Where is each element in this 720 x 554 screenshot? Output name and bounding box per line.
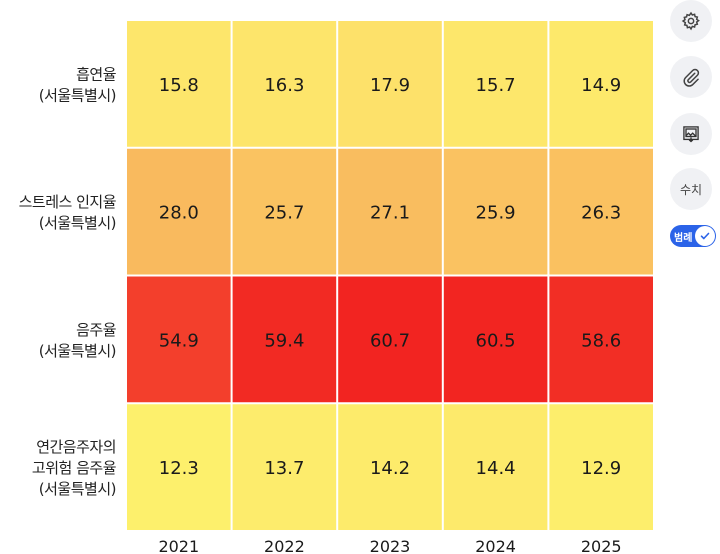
heatmap-cell[interactable] (443, 21, 548, 147)
row-label-line: (서울특별시) (39, 342, 116, 360)
cell-value-label: 60.5 (476, 330, 516, 351)
heatmap-cell[interactable] (338, 404, 442, 530)
row-label-line: 흡연율 (76, 65, 116, 83)
cell-value-label: 12.3 (159, 458, 199, 479)
legend-toggle-label: 범례 (674, 232, 693, 244)
heatmap-cell[interactable] (338, 148, 442, 275)
x-tick-label: 2024 (475, 537, 516, 554)
cell-value-label: 59.4 (264, 330, 304, 351)
legend-toggle[interactable]: 범례 (670, 225, 716, 247)
row-label-line: 고위험 음주율 (32, 459, 116, 477)
row-label: 스트레스 인지율 (서울특별시) (19, 193, 116, 232)
row-label-line: (서울특별시) (39, 214, 116, 232)
values-toggle-button[interactable]: 수치 (670, 168, 712, 210)
cell-value-label: 26.3 (581, 203, 621, 224)
x-tick-label: 2021 (158, 537, 199, 554)
cell-value-label: 27.1 (370, 203, 410, 224)
row-label: 흡연율 (서울특별시) (39, 65, 116, 104)
paperclip-icon (683, 68, 700, 87)
heatmap-cell[interactable] (443, 148, 548, 275)
legend-knob (695, 226, 715, 246)
cell-value-label: 15.8 (159, 75, 199, 96)
row-label-line: 스트레스 인지율 (19, 193, 116, 211)
check-icon (700, 232, 710, 240)
x-tick-label: 2023 (370, 537, 411, 554)
heatmap-cell[interactable] (232, 21, 337, 147)
heatmap-chart: 15.8 16.3 17.9 15.7 14.9 28.0 25.7 27.1 25.9 26.3… (19, 21, 653, 554)
heatmap-cells: 15.8 16.3 17.9 15.7 14.9 28.0 25.7 27.1 25.9 26.3… (127, 21, 653, 530)
cell-value-label: 54.9 (159, 330, 199, 351)
cell-value-label: 15.7 (476, 75, 516, 96)
heatmap-cell[interactable] (549, 21, 653, 147)
cell-value-label: 25.9 (476, 203, 516, 224)
heatmap-cell[interactable] (549, 404, 653, 530)
settings-button[interactable] (670, 0, 712, 42)
cell-value-label: 25.7 (264, 203, 304, 224)
heatmap-cell[interactable] (232, 404, 337, 530)
cell-value-label: 14.9 (581, 75, 621, 96)
cell-value-label: 17.9 (370, 75, 410, 96)
x-tick-label: 2025 (581, 537, 622, 554)
cell-value-label: 14.2 (370, 458, 410, 479)
values-toggle-label: 수치 (679, 182, 703, 197)
heatmap-cell[interactable] (232, 148, 337, 275)
cell-value-label: 16.3 (264, 75, 304, 96)
heatmap-cell[interactable] (127, 21, 231, 147)
row-labels: 흡연율 (서울특별시)스트레스 인지율 (서울특별시)음주율 (서울특별시)연간음주자… (19, 65, 117, 498)
heatmap-cell[interactable] (443, 404, 548, 530)
row-label-line: (서울특별시) (39, 480, 116, 498)
cell-value-label: 60.7 (370, 330, 410, 351)
cell-value-label: 13.7 (264, 458, 304, 479)
x-tick-label: 2022 (264, 537, 305, 554)
x-axis-ticks: 2021 2022 2023 2024 2025 (158, 537, 621, 554)
cell-value-label: 28.0 (159, 203, 199, 224)
row-label-line: (서울특별시) (39, 86, 116, 104)
cell-value-label: 12.9 (581, 458, 621, 479)
row-label: 음주율 (서울특별시) (39, 321, 116, 360)
heatmap-cell[interactable] (127, 404, 231, 530)
gear-icon (681, 11, 700, 31)
row-label-line: 음주율 (76, 321, 116, 339)
cell-value-label: 14.4 (476, 458, 516, 479)
heatmap-cell[interactable] (127, 148, 231, 275)
heatmap-cell[interactable] (338, 276, 442, 403)
export-image-button[interactable] (670, 113, 712, 155)
row-label-line: 연간음주자의 (36, 438, 116, 456)
heatmap-cell[interactable] (549, 148, 653, 275)
image-download-icon (683, 126, 699, 143)
heatmap-cell[interactable] (549, 276, 653, 403)
cell-value-label: 58.6 (581, 330, 621, 351)
heatmap-cell[interactable] (443, 276, 548, 403)
heatmap-cell[interactable] (127, 276, 231, 403)
heatmap-cell[interactable] (338, 21, 442, 147)
attach-button[interactable] (670, 56, 712, 98)
heatmap-cell[interactable] (232, 276, 337, 403)
